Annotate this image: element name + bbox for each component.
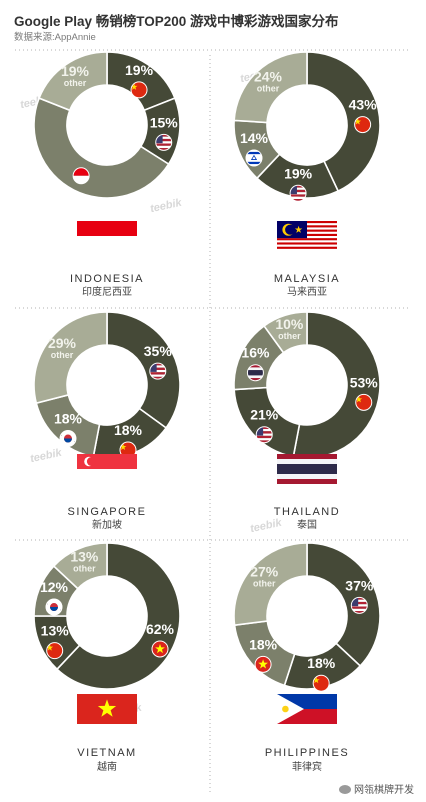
usa-flag: [255, 426, 273, 444]
china-flag: [354, 116, 372, 134]
slice-value-label: 10%: [275, 316, 304, 332]
vietnam-flag: [254, 655, 272, 673]
country-name: INDONESIA: [70, 273, 144, 285]
singapore-flag: [77, 454, 137, 484]
slice-value-label: 37%: [345, 577, 374, 593]
donut-slice: [106, 311, 181, 430]
donut-slice: [55, 542, 181, 690]
slice-sublabel: other: [51, 350, 74, 360]
slice-value-label: 14%: [240, 130, 269, 146]
slice-value-label: 18%: [114, 422, 143, 438]
slice-value-label: 18%: [307, 655, 336, 671]
country-name: VIETNAM: [77, 747, 136, 759]
china-flag: [131, 81, 148, 98]
malaysia-flag: [277, 221, 337, 251]
thailand-flag: [246, 364, 264, 382]
donut-slice: [52, 542, 108, 590]
slice-sublabel: other: [64, 78, 87, 88]
country-name-cn: 新加坡: [92, 518, 122, 531]
usa-flag: [350, 596, 368, 614]
vietnam-flag: [77, 694, 137, 724]
philippines-flag: [277, 694, 337, 724]
slice-value-label: 35%: [144, 343, 173, 359]
donut-slice: [33, 311, 108, 405]
donut-slice: [233, 542, 308, 627]
israel-flag: [245, 149, 263, 167]
slice-value-label: 62%: [146, 621, 175, 637]
china-flag: [46, 642, 63, 659]
vietnam-flag: [151, 640, 169, 658]
country-name-cn: 马来西亚: [287, 286, 327, 298]
slice-value-label: 12%: [40, 579, 69, 595]
slice-value-label: 29%: [48, 335, 77, 351]
donut-slice: [233, 620, 296, 687]
slice-value-label: 19%: [61, 63, 90, 79]
watermark-badge: 网瓴棋牌开发: [333, 779, 420, 798]
china-flag: [312, 674, 330, 692]
china-flag: [355, 393, 373, 411]
slice-sublabel: other: [73, 564, 96, 574]
wechat-icon: [339, 785, 351, 794]
usa-flag: [290, 185, 307, 202]
donut-slice: [262, 311, 308, 354]
watermark-badge-text: 网瓴棋牌开发: [354, 785, 414, 796]
usa-flag: [149, 362, 167, 380]
slice-sublabel: other: [253, 578, 276, 588]
country-name: SINGAPORE: [68, 506, 147, 518]
vietnam-flag: [255, 656, 272, 673]
israel-flag: [246, 149, 263, 166]
china-flag: [130, 81, 148, 99]
country-name-cn: 越南: [97, 760, 117, 773]
donut-slice: [306, 51, 381, 193]
donut-slice: [306, 542, 381, 668]
slice-sublabel: other: [257, 83, 280, 93]
china-flag: [355, 394, 372, 411]
china-flag: [313, 675, 330, 692]
slice-value-label: 19%: [125, 62, 154, 78]
country-name: THAILAND: [274, 506, 340, 518]
donut-slice: [33, 97, 170, 199]
country-name: PHILIPPINES: [265, 747, 349, 759]
slice-value-label: 53%: [350, 374, 379, 390]
usa-flag: [155, 133, 173, 151]
slice-value-label: 43%: [349, 97, 378, 113]
donut-slice: [233, 51, 308, 124]
slice-value-label: 15%: [150, 114, 179, 130]
china-flag: [46, 642, 64, 660]
country-name-cn: 印度尼西亚: [82, 285, 132, 298]
korea-flag: [46, 599, 63, 616]
donut-slice: [38, 51, 108, 112]
vietnam-flag: [151, 640, 168, 657]
slice-value-label: 24%: [254, 68, 283, 84]
indonesia-flag: [77, 221, 137, 251]
chart-title: Google Play 畅销榜TOP200 游戏中博彩游戏国家分布: [14, 14, 339, 29]
slice-value-label: 13%: [70, 549, 99, 565]
slice-value-label: 13%: [41, 623, 70, 639]
usa-flag: [149, 363, 166, 380]
country-name-cn: 泰国: [297, 518, 317, 531]
china-flag: [119, 441, 136, 458]
slice-value-label: 21%: [250, 407, 279, 423]
thailand-flag: [277, 454, 337, 484]
chart-source: 数据来源:AppAnnie: [14, 32, 96, 43]
usa-flag: [351, 597, 368, 614]
usa-flag: [256, 426, 273, 443]
usa-flag: [155, 134, 172, 151]
korea-flag: [45, 598, 63, 616]
slice-value-label: 16%: [241, 345, 270, 361]
slice-sublabel: other: [278, 331, 301, 341]
indonesia-flag: [72, 167, 90, 185]
usa-flag: [289, 184, 307, 202]
slice-value-label: 27%: [250, 563, 279, 579]
slice-value-label: 18%: [54, 411, 83, 427]
china-flag: [354, 116, 371, 133]
country-name-cn: 菲律宾: [292, 760, 322, 773]
indonesia-flag: [73, 167, 90, 184]
slice-value-label: 18%: [249, 636, 278, 652]
slice-value-label: 19%: [284, 165, 313, 181]
thailand-flag: [247, 364, 264, 381]
country-name: MALAYSIA: [274, 273, 340, 285]
